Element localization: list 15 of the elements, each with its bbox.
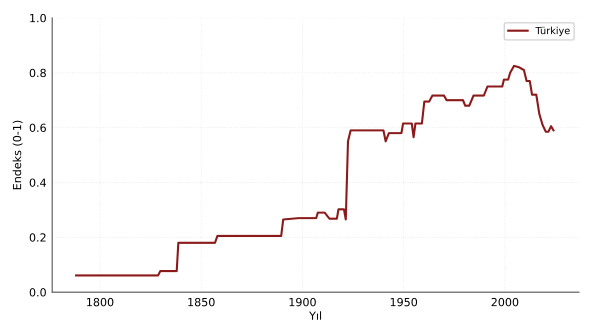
x-tick-label: 2000 (492, 298, 518, 306)
x-tick-label: 1850 (188, 298, 215, 306)
y-tick-label: 0.2 (30, 233, 46, 242)
x-tick-label: 1800 (87, 298, 114, 306)
x-tick-label: 1950 (390, 298, 418, 306)
y-tick-label: 0.0 (30, 288, 46, 297)
y-tick-label: 0.4 (30, 178, 46, 187)
line-series (75, 64, 555, 276)
y-tick-label: 0.8 (30, 68, 46, 78)
legend-label: Türkiye (535, 26, 570, 36)
x-axis-title: Yıl (309, 311, 322, 320)
y-tick-label: 0.6 (30, 124, 46, 132)
y-axis-title: Endeks (0-1) (12, 120, 23, 190)
x-tick-label: 1900 (290, 298, 316, 306)
y-tick-label: 1.0 (30, 14, 46, 22)
